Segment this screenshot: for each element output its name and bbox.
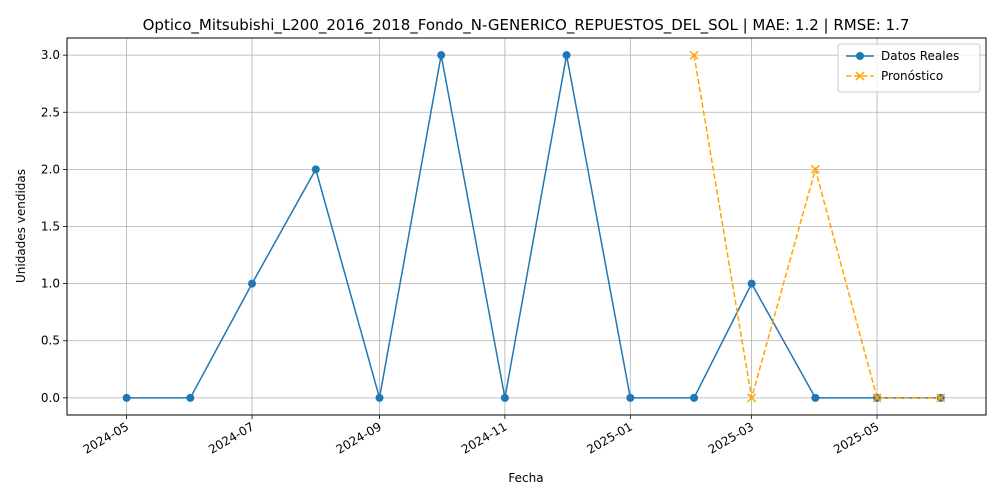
y-tick-label: 0.0 xyxy=(41,391,60,405)
data-point-datos-reales xyxy=(248,279,257,288)
y-tick-label: 2.0 xyxy=(41,162,60,176)
data-point-datos-reales xyxy=(626,393,635,402)
y-tick-label: 3.0 xyxy=(41,48,60,62)
y-tick-label: 2.5 xyxy=(41,105,60,119)
data-point-datos-reales xyxy=(375,393,384,402)
data-point-datos-reales xyxy=(122,393,131,402)
data-point-pronostico xyxy=(872,393,882,403)
legend-label-pronostico: Pronóstico xyxy=(881,69,943,83)
legend-label-datos-reales: Datos Reales xyxy=(881,49,959,63)
x-axis-ticks: 2024-05 2024-07 2024-09 2024-11 2025-01 2025-… xyxy=(81,415,882,457)
x-tick-label: 2025-05 xyxy=(831,419,881,456)
data-point-pronostico xyxy=(936,393,946,403)
data-point-datos-reales xyxy=(811,393,820,402)
y-tick-label: 1.0 xyxy=(41,277,60,291)
data-point-datos-reales xyxy=(500,393,509,402)
data-point-datos-reales xyxy=(311,165,320,174)
legend-marker-datos-reales xyxy=(856,52,864,60)
series-layer xyxy=(122,50,946,403)
data-point-pronostico xyxy=(810,164,820,174)
x-tick-label: 2025-03 xyxy=(706,419,756,456)
data-point-pronostico xyxy=(689,50,699,60)
y-axis-ticks: 0.0 0.5 1.0 1.5 2.0 2.5 3.0 xyxy=(41,48,67,405)
legend-marker-pronostico xyxy=(855,71,865,81)
data-point-datos-reales xyxy=(437,51,446,60)
data-point-datos-reales xyxy=(186,393,195,402)
x-tick-label: 2025-01 xyxy=(584,419,634,456)
data-point-pronostico xyxy=(747,393,757,403)
x-tick-label: 2024-09 xyxy=(334,419,384,456)
x-tick-label: 2024-11 xyxy=(459,419,509,456)
y-tick-label: 0.5 xyxy=(41,334,60,348)
grid xyxy=(67,38,986,415)
data-point-datos-reales xyxy=(690,393,699,402)
chart-title: Optico_Mitsubishi_L200_2016_2018_Fondo_N… xyxy=(143,16,910,35)
y-axis-label: Unidades vendidas xyxy=(14,169,28,283)
legend: Datos Reales Pronóstico xyxy=(837,43,981,93)
x-tick-label: 2024-05 xyxy=(81,419,131,456)
x-tick-label: 2024-07 xyxy=(206,419,256,456)
series-line-datos-reales xyxy=(126,55,941,399)
data-point-datos-reales xyxy=(747,279,756,288)
x-axis-label: Fecha xyxy=(508,471,543,485)
y-tick-label: 1.5 xyxy=(41,220,60,234)
data-point-datos-reales xyxy=(562,51,571,60)
